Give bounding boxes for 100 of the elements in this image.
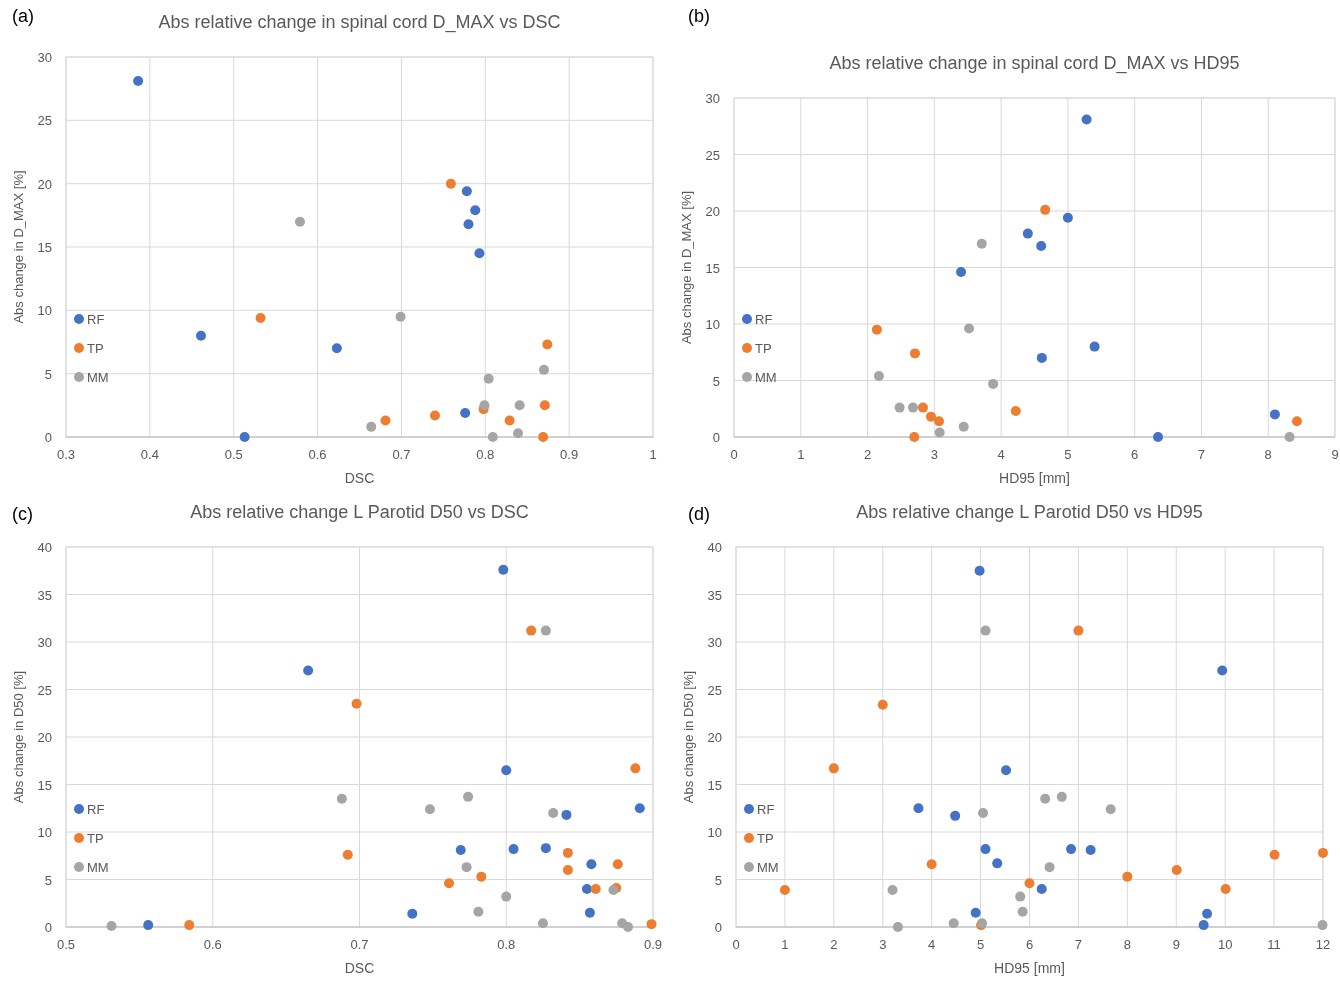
y-tick-label: 35 — [707, 587, 722, 603]
x-tick-label: 0.4 — [140, 447, 159, 462]
y-tick-label: 40 — [707, 540, 722, 555]
text: (c) — [12, 504, 33, 524]
y-axis-title: Abs change in D_MAX [%] — [11, 170, 26, 324]
x-tick-label: 7 — [1074, 937, 1083, 952]
point — [926, 859, 937, 870]
point — [584, 907, 595, 918]
point — [925, 411, 936, 422]
legend-label: TP — [87, 831, 104, 846]
point — [1081, 114, 1092, 125]
point — [877, 699, 888, 710]
x-tick-label: 8 — [1264, 447, 1272, 462]
x-tick-label: 0.8 — [476, 447, 495, 462]
x-tick-label: 5 — [1064, 447, 1072, 462]
chart-title: Abs relative change L Parotid D50 vs DSC — [190, 502, 529, 522]
point — [590, 884, 601, 894]
y-tick-label: 0 — [714, 920, 722, 935]
point — [1022, 228, 1033, 239]
y-tick-label: 15 — [37, 240, 52, 255]
point — [1317, 920, 1328, 931]
x-tick-label: 2 — [863, 447, 872, 462]
legend-label: MM — [87, 370, 109, 385]
point — [978, 808, 989, 818]
point — [514, 400, 525, 411]
point — [976, 238, 987, 249]
point — [917, 402, 928, 413]
point — [1017, 906, 1028, 917]
x-tick-label: 0.7 — [392, 447, 411, 462]
text: (b) — [688, 6, 710, 26]
x-tick-label: 0.8 — [497, 937, 516, 952]
point — [395, 311, 406, 322]
y-tick-label: 25 — [37, 113, 52, 129]
point — [1036, 352, 1047, 363]
point — [1040, 793, 1051, 804]
point — [1044, 862, 1055, 873]
point — [634, 803, 645, 814]
point — [255, 312, 266, 323]
point — [1171, 865, 1182, 875]
y-tick-label: 10 — [705, 317, 720, 332]
point — [479, 400, 490, 411]
point — [586, 859, 597, 870]
point — [992, 858, 1003, 869]
point — [948, 918, 959, 929]
point — [331, 343, 342, 354]
legend-label: RF — [87, 312, 105, 327]
point — [461, 186, 472, 197]
legend-label: TP — [87, 341, 104, 356]
point — [623, 922, 634, 932]
point — [455, 845, 466, 856]
legend-label: TP — [757, 831, 774, 846]
point — [887, 884, 898, 895]
y-tick-label: 20 — [707, 730, 722, 745]
legend-label: RF — [757, 802, 775, 817]
point — [542, 339, 553, 350]
point — [1269, 409, 1280, 420]
x-tick-label: 4 — [928, 937, 936, 952]
x-tick-label: 0.3 — [56, 447, 76, 462]
point — [463, 219, 474, 230]
point — [512, 428, 523, 439]
x-tick-label: 0 — [732, 937, 740, 952]
point — [538, 364, 549, 375]
x-axis-title: DSC — [344, 960, 375, 976]
point — [483, 373, 494, 384]
point — [561, 809, 572, 820]
y-tick-label: 10 — [37, 825, 52, 840]
x-tick-label: 7 — [1197, 447, 1206, 462]
point — [1318, 847, 1328, 858]
text: (a) — [12, 6, 34, 26]
point — [424, 804, 435, 815]
point — [1198, 920, 1209, 931]
point — [980, 625, 991, 636]
x-tick-label: 9 — [1172, 937, 1180, 952]
point — [907, 402, 918, 413]
point — [501, 891, 512, 902]
y-tick-label: 0 — [712, 430, 720, 445]
text: (d) — [688, 504, 710, 524]
y-tick-label: 15 — [705, 260, 720, 276]
point — [540, 625, 551, 636]
x-tick-label: 0.9 — [643, 937, 663, 952]
point — [873, 370, 884, 381]
point — [1062, 212, 1073, 223]
x-tick-label: 5 — [976, 937, 985, 952]
point — [1220, 884, 1231, 894]
x-tick-label: 2 — [830, 937, 838, 952]
point — [476, 871, 487, 882]
point — [1284, 432, 1295, 442]
point — [934, 427, 945, 438]
point — [526, 625, 537, 636]
point — [1040, 204, 1051, 215]
point — [1001, 765, 1012, 776]
point — [196, 330, 207, 341]
y-tick-label: 40 — [37, 540, 52, 555]
point — [958, 421, 969, 432]
point — [1036, 241, 1047, 252]
x-tick-label: 6 — [1025, 937, 1034, 952]
x-tick-label: 9 — [1331, 447, 1339, 462]
y-tick-label: 25 — [37, 682, 52, 698]
point — [562, 847, 573, 858]
point — [909, 348, 920, 359]
